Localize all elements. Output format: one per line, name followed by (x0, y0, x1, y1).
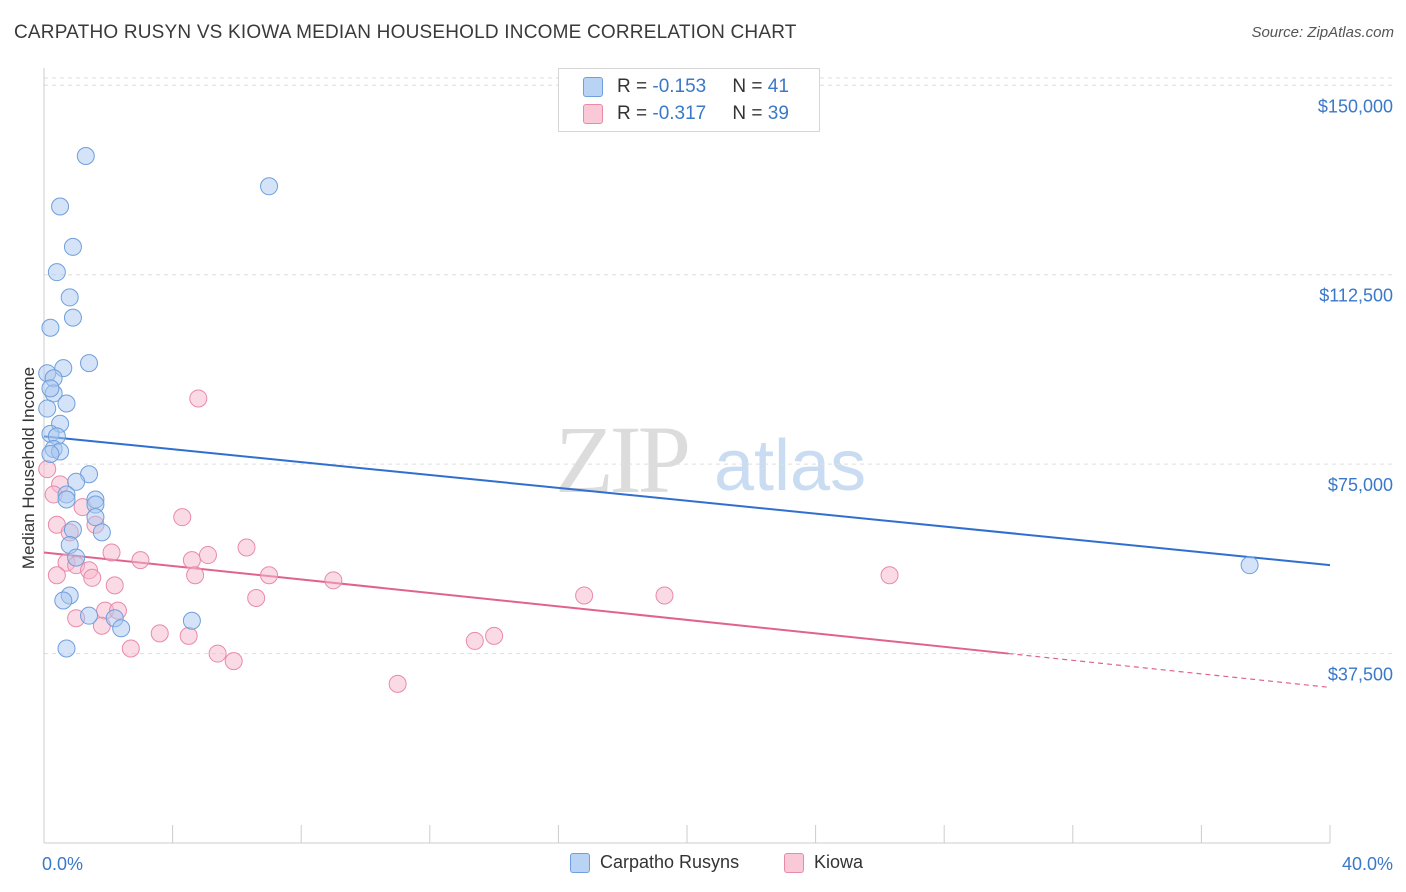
point-carpatho (86, 508, 105, 527)
point-carpatho (67, 548, 86, 567)
series-legend-kiowa: Kiowa (784, 852, 863, 873)
point-kiowa (131, 551, 150, 570)
point-kiowa (237, 538, 256, 557)
point-carpatho (92, 523, 111, 542)
point-kiowa (655, 586, 674, 605)
point-carpatho (57, 394, 76, 413)
legend-swatch-blue (583, 77, 603, 97)
legend-n-label: N = (732, 76, 768, 97)
point-kiowa (121, 639, 140, 658)
point-kiowa (388, 674, 407, 693)
point-kiowa (150, 624, 169, 643)
point-kiowa (47, 566, 66, 585)
legend-row-kiowa: R = -0.317 N = 39 (583, 102, 789, 126)
trend-line-kiowa (43, 551, 1009, 655)
watermark-zip: ZIP (555, 406, 688, 513)
point-carpatho (260, 177, 279, 196)
legend-n-value: 39 (767, 103, 789, 124)
point-kiowa (198, 546, 217, 565)
x-tick-label-min: 0.0% (42, 854, 83, 874)
series-label-kiowa: Kiowa (814, 852, 864, 872)
trend-line-kiowa-extrapolated (1008, 652, 1331, 689)
trend-lines (43, 435, 1331, 689)
point-kiowa (224, 652, 243, 671)
point-carpatho (57, 490, 76, 509)
series-legend-carpatho: Carpatho Rusyns (570, 852, 739, 873)
point-kiowa (102, 543, 121, 562)
point-kiowa (260, 566, 279, 585)
point-carpatho (38, 399, 57, 418)
y-tick-label: $37,500 (1328, 665, 1393, 685)
point-kiowa (324, 571, 343, 590)
y-tick-label: $150,000 (1318, 96, 1393, 116)
point-carpatho (67, 472, 86, 491)
point-kiowa (208, 644, 227, 663)
point-carpatho (80, 606, 99, 625)
y-axis-title: Median Household Income (19, 367, 38, 569)
point-carpatho (51, 197, 70, 216)
point-carpatho (63, 237, 82, 256)
x-tick-label-max: 40.0% (1342, 854, 1393, 874)
point-kiowa (485, 626, 504, 645)
point-carpatho (112, 619, 131, 638)
legend-r-label: R = (617, 76, 653, 97)
point-carpatho (76, 146, 95, 165)
point-kiowa (465, 631, 484, 650)
correlation-legend: R = -0.153 N = 41 R = -0.317 N = 39 (558, 68, 820, 132)
point-carpatho (80, 354, 99, 373)
point-carpatho (54, 591, 73, 610)
legend-row-carpatho: R = -0.153 N = 41 (583, 75, 789, 99)
point-kiowa (173, 508, 192, 527)
point-kiowa (189, 389, 208, 408)
point-kiowa (247, 588, 266, 607)
source-label: Source: ZipAtlas.com (1251, 24, 1394, 41)
point-carpatho (47, 263, 66, 282)
point-carpatho (57, 639, 76, 658)
legend-n-label: N = (732, 103, 768, 124)
point-carpatho (41, 445, 60, 464)
legend-swatch-pink (583, 104, 603, 124)
y-tick-label: $75,000 (1328, 475, 1393, 495)
point-carpatho (1240, 556, 1259, 575)
point-kiowa (575, 586, 594, 605)
legend-r-label: R = (617, 103, 653, 124)
point-kiowa (105, 576, 124, 595)
data-points (38, 146, 1259, 693)
legend-r-value: -0.317 (652, 103, 707, 124)
trend-line-carpatho (43, 435, 1331, 567)
watermark: ZIP atlas (555, 406, 866, 513)
point-kiowa (880, 566, 899, 585)
series-legend: Carpatho Rusyns Kiowa (0, 852, 1406, 878)
point-kiowa (83, 568, 102, 587)
point-kiowa (38, 460, 57, 479)
point-carpatho (63, 520, 82, 539)
series-swatch-pink (784, 852, 804, 873)
point-carpatho (182, 611, 201, 630)
y-tick-labels: $37,500 $75,000 $112,500 $150,000 (1318, 96, 1393, 684)
point-kiowa (179, 626, 198, 645)
legend-n-value: 41 (767, 76, 789, 97)
gridlines (44, 77, 1392, 655)
watermark-atlas: atlas (714, 426, 866, 506)
point-carpatho (63, 308, 82, 327)
point-kiowa (186, 566, 205, 585)
chart-title: CARPATHO RUSYN VS KIOWA MEDIAN HOUSEHOLD… (14, 22, 797, 43)
legend-r-value: -0.153 (652, 76, 707, 97)
point-kiowa (182, 551, 201, 570)
y-tick-label: $112,500 (1319, 286, 1393, 306)
series-swatch-blue (570, 852, 590, 873)
point-carpatho (60, 288, 79, 307)
point-carpatho (41, 379, 60, 398)
series-label-carpatho: Carpatho Rusyns (600, 852, 740, 872)
point-carpatho (41, 318, 60, 337)
